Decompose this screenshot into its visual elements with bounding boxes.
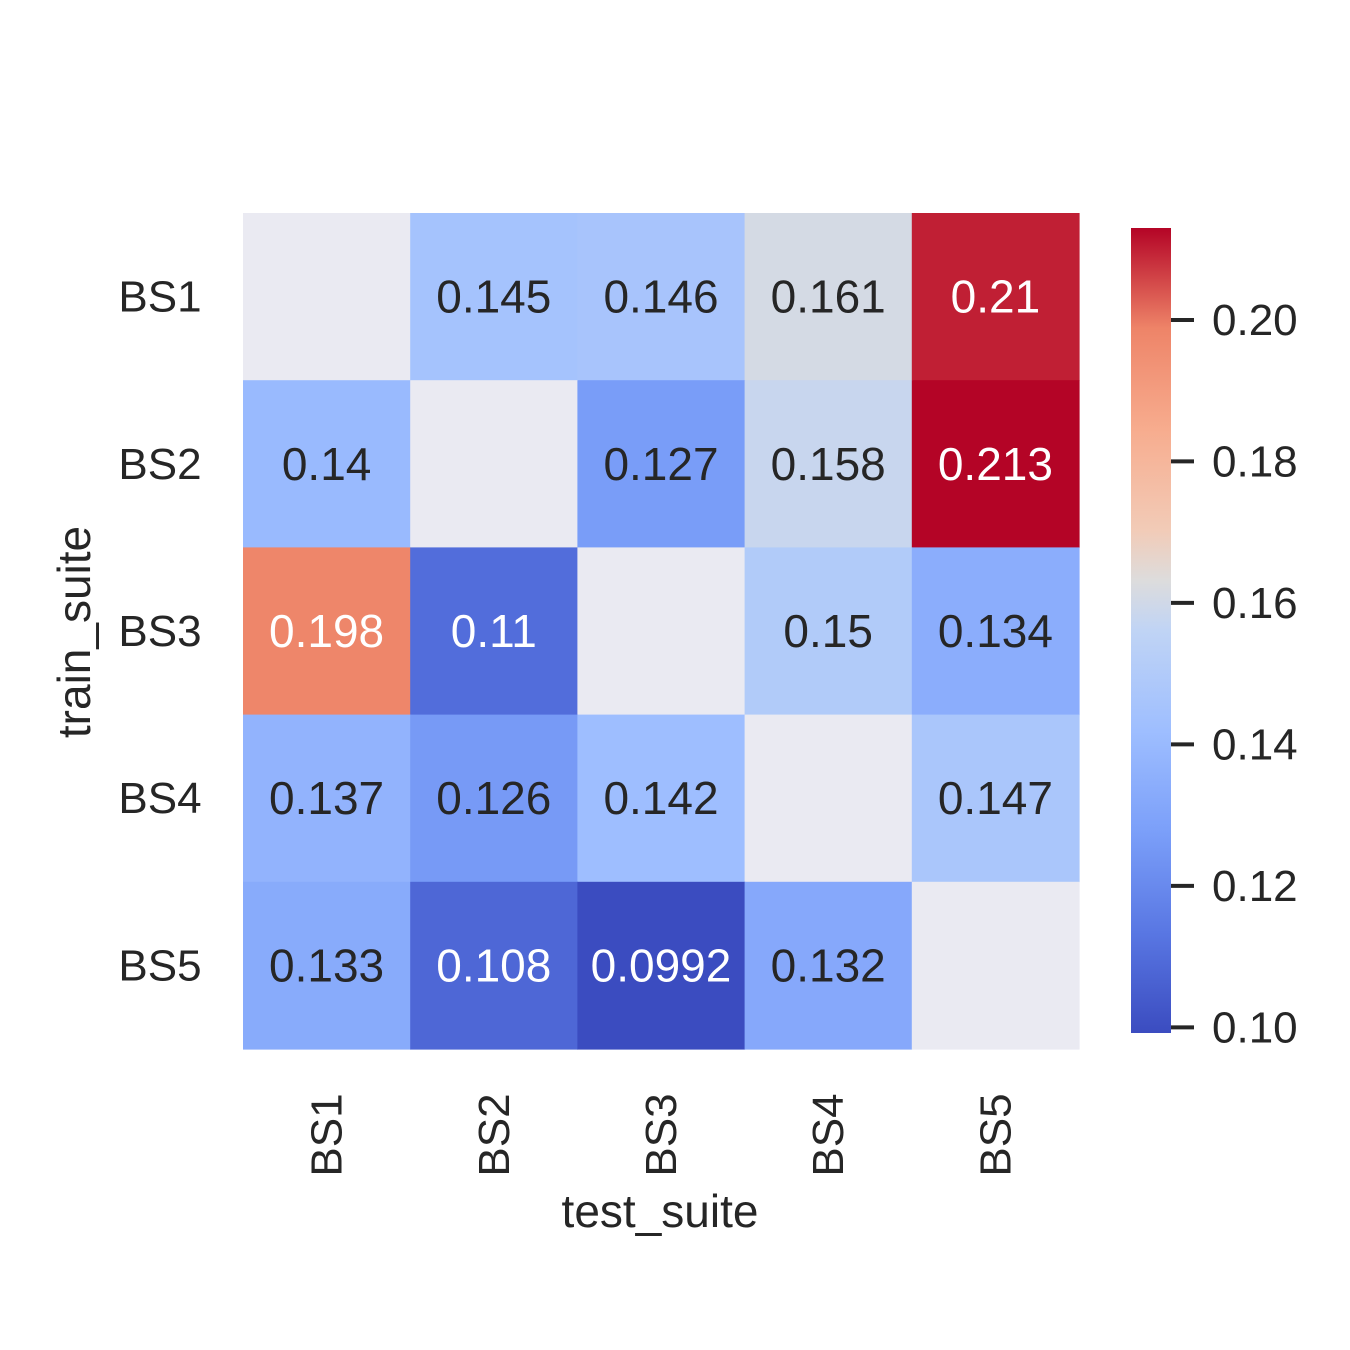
heatmap-cell-BS5-BS5 [911,881,1080,1050]
heatmap-cell-BS1-BS4 [744,213,913,381]
y-tick-label: BS1 [118,273,201,322]
cell-value-label: 0.142 [603,772,718,824]
cell-value-label: 0.133 [269,939,384,991]
heatmap-cell-BS3-BS3 [577,547,746,716]
cell-value-label: 0.161 [771,271,886,323]
colorbar-tick-label: 0.12 [1212,862,1298,911]
x-tick-labels: BS1 BS2 BS3 BS4 BS5 [303,1093,1021,1176]
heatmap-cell-BS5-BS3 [577,881,746,1050]
cell-value-label: 0.146 [603,271,718,323]
colorbar-tick-label: 0.18 [1212,437,1298,486]
heatmap-cell-BS5-BS1 [243,881,411,1050]
cell-value-label: 0.15 [783,605,873,657]
cell-value-label: 0.213 [938,438,1053,490]
heatmap-cell-BS1-BS1 [243,213,411,381]
colorbar [1131,228,1171,1033]
y-tick-label: BS4 [118,774,201,823]
colorbar-tick-label: 0.16 [1212,579,1298,628]
x-tick-label: BS3 [637,1093,686,1176]
heatmap-cell-BS5-BS2 [410,881,578,1050]
cell-value-label: 0.147 [938,772,1053,824]
y-axis-label: train_suite [48,526,100,738]
heatmap-cell-BS1-BS5 [911,213,1080,381]
cell-value-label: 0.127 [603,438,718,490]
heatmap-cell-BS2-BS5 [911,380,1080,548]
x-axis-label: test_suite [562,1185,759,1237]
cell-value-label: 0.137 [269,772,384,824]
cell-value-label: 0.158 [771,438,886,490]
heatmap-cell-BS4-BS1 [243,714,411,883]
x-tick-label: BS2 [470,1093,519,1176]
heatmap-cell-BS2-BS4 [744,380,913,548]
heatmap-cell-BS4-BS4 [744,714,913,883]
y-tick-label: BS2 [118,440,201,489]
cell-value-label: 0.108 [436,939,551,991]
x-tick-label: BS5 [971,1093,1020,1176]
heatmap-cell-BS1-BS2 [410,213,578,381]
cell-value-label: 0.198 [269,605,384,657]
cell-value-label: 0.14 [282,438,372,490]
heatmap-cell-BS2-BS3 [577,380,746,548]
cell-value-label: 0.126 [436,772,551,824]
heatmap-cell-BS3-BS2 [410,547,578,716]
x-tick-label: BS4 [804,1093,853,1176]
heatmap-cell-BS1-BS3 [577,213,746,381]
cell-value-label: 0.134 [938,605,1053,657]
heatmap-cell-BS2-BS2 [410,380,578,548]
heatmap-cell-BS3-BS1 [243,547,411,716]
cell-value-label: 0.11 [451,605,537,657]
colorbar-ticks: 0.10 0.12 0.14 0.16 0.18 0.20 [1171,296,1298,1052]
heatmap-cell-BS4-BS5 [911,714,1080,883]
heatmap-cell-BS2-BS1 [243,380,411,548]
heatmap-cell-BS4-BS2 [410,714,578,883]
y-tick-label: BS5 [118,941,201,990]
heatmap-cell-BS3-BS4 [744,547,913,716]
x-tick-label: BS1 [303,1093,352,1176]
y-tick-labels: BS1 BS2 BS3 BS4 BS5 [118,273,201,991]
y-tick-label: BS3 [118,607,201,656]
heatmap-cell-BS4-BS3 [577,714,746,883]
cell-value-label: 0.21 [951,271,1041,323]
heatmap-cells: 0.145 0.146 0.161 0.21 0.14 0.127 0.158 0.213 0.… [243,213,1080,1050]
cell-value-label: 0.0992 [591,939,732,991]
colorbar-tick-label: 0.20 [1212,296,1298,345]
cell-value-label: 0.132 [771,939,886,991]
heatmap-cell-BS5-BS4 [744,881,913,1050]
colorbar-tick-label: 0.10 [1212,1003,1298,1052]
cell-value-label: 0.145 [436,271,551,323]
heatmap-cell-BS3-BS5 [911,547,1080,716]
colorbar-tick-label: 0.14 [1212,720,1298,769]
